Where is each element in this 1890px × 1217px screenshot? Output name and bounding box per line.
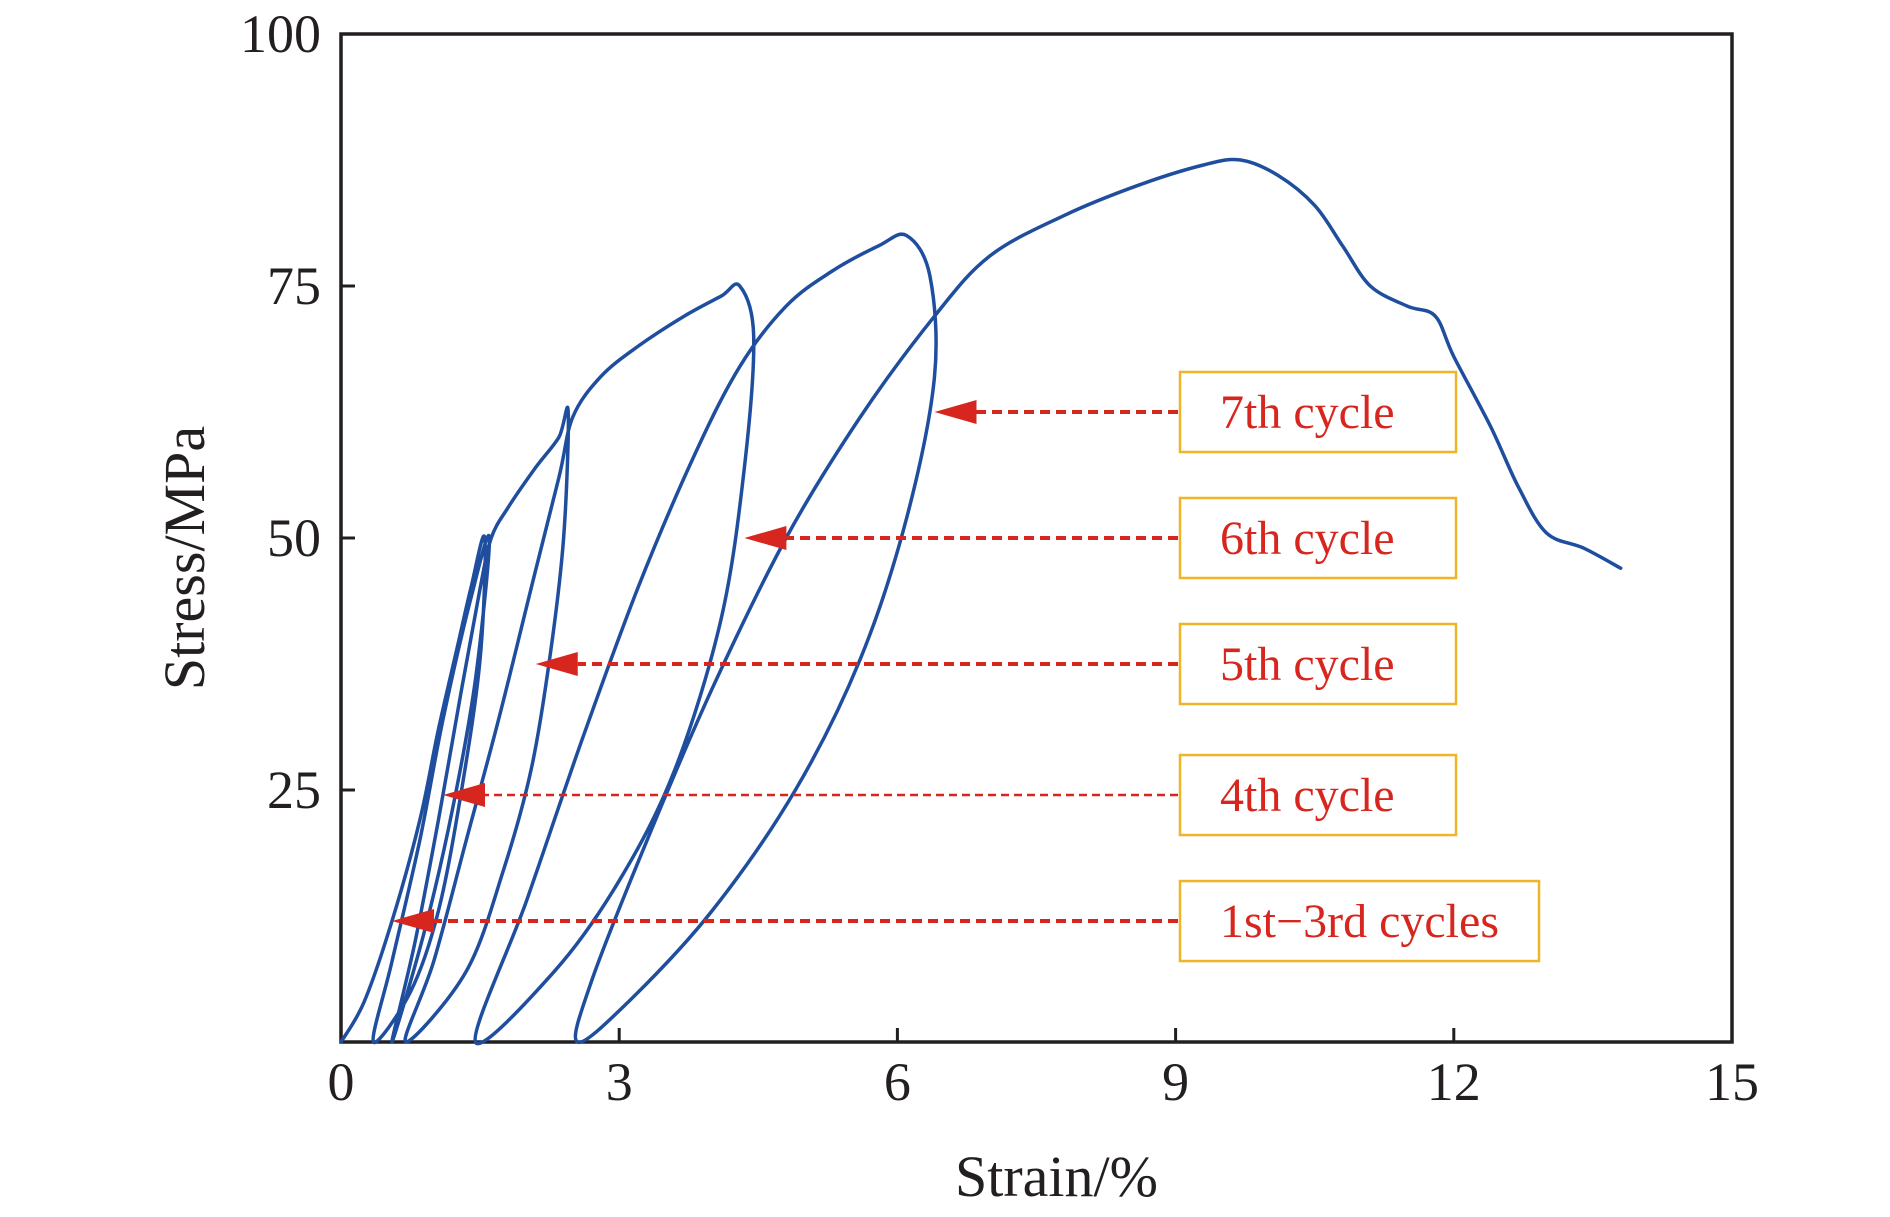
- annotation-box: [1178, 370, 1458, 454]
- annotation-arrow-head: [443, 783, 486, 808]
- x-tick-label: 15: [1705, 1052, 1759, 1112]
- y-tick-label: 75: [267, 256, 321, 316]
- annotation-label: 6th cycle: [1220, 512, 1395, 565]
- annotation-label: 1st−3rd cycles: [1220, 895, 1499, 948]
- x-tick-label: 3: [606, 1052, 633, 1112]
- y-axis-title: Stress/MPa: [152, 426, 217, 690]
- annotation-arrow-head: [535, 652, 578, 676]
- annotation-box: [1178, 753, 1458, 837]
- annotation-arrow-head: [744, 526, 787, 550]
- x-tick-label: 6: [884, 1052, 911, 1112]
- annotation-box: [1178, 622, 1458, 706]
- annotation-label: 4th cycle: [1220, 769, 1395, 822]
- annotation-label: 5th cycle: [1220, 638, 1395, 691]
- annotation-label: 7th cycle: [1220, 386, 1395, 439]
- y-tick-label: 50: [267, 508, 321, 568]
- annotation-box: [1178, 879, 1541, 963]
- y-tick-label: 100: [240, 4, 321, 64]
- annotation-arrow-head: [934, 400, 977, 424]
- x-tick-label: 9: [1162, 1052, 1189, 1112]
- y-tick-label: 25: [267, 760, 321, 820]
- x-tick-label: 12: [1427, 1052, 1481, 1112]
- x-tick-label: 0: [328, 1052, 355, 1112]
- annotation-box: [1178, 496, 1458, 580]
- annotation-arrow-head: [392, 909, 435, 934]
- stress-strain-curve: [339, 157, 1623, 1046]
- x-axis-title: Strain/%: [955, 1144, 1158, 1209]
